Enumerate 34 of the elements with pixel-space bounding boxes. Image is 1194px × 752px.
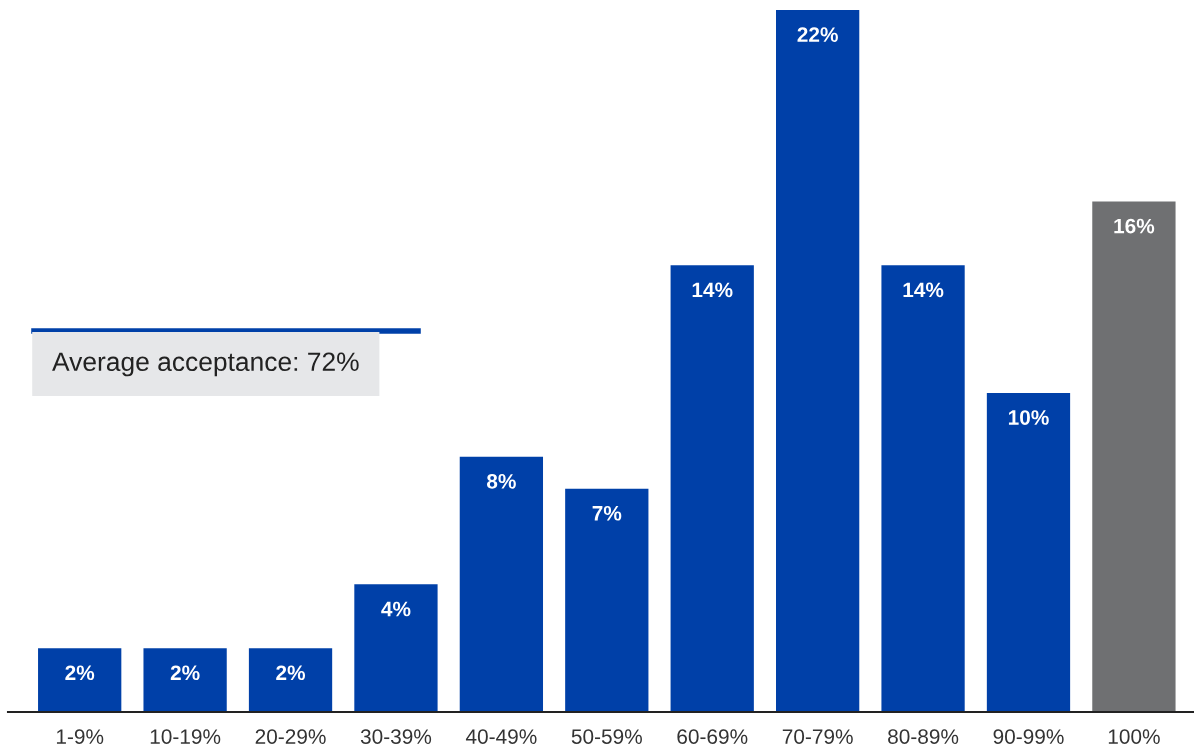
data-label: 7% <box>592 505 622 521</box>
data-label: 2% <box>276 665 306 681</box>
data-label: 14% <box>692 282 733 298</box>
data-label: 10% <box>1008 410 1049 425</box>
data-label: 22% <box>797 27 838 42</box>
x-tick-label: 20-29% <box>255 729 326 744</box>
data-label: 8% <box>486 473 516 489</box>
bar <box>670 265 754 712</box>
x-tick-label: 40-49% <box>465 729 537 744</box>
data-label: 14% <box>903 282 944 298</box>
bar <box>1092 201 1176 712</box>
bar <box>881 265 965 712</box>
bar <box>986 392 1071 712</box>
data-label: 16% <box>1114 218 1155 234</box>
data-label: 4% <box>381 601 411 617</box>
x-tick-label: 50-59% <box>571 729 642 744</box>
annotation: Average acceptance: 72% <box>52 352 359 377</box>
bar <box>38 648 122 712</box>
x-tick-label: 70-79% <box>782 729 853 744</box>
bar <box>354 584 438 712</box>
x-tick-label: 100% <box>1108 729 1160 744</box>
data-label: 2% <box>65 665 95 681</box>
bar <box>459 456 544 712</box>
x-tick-label: 80-89% <box>888 729 959 744</box>
x-tick-label: 90-99% <box>993 729 1064 744</box>
x-tick-label: 10-19% <box>150 729 221 744</box>
x-tick-label: 30-39% <box>360 729 432 744</box>
bar <box>776 10 860 712</box>
x-tick-label: 1-9% <box>56 729 104 744</box>
bar <box>143 648 227 712</box>
data-label: 2% <box>170 665 200 681</box>
bar <box>248 648 333 712</box>
bar <box>565 488 649 712</box>
x-tick-label: 60-69% <box>677 729 748 744</box>
